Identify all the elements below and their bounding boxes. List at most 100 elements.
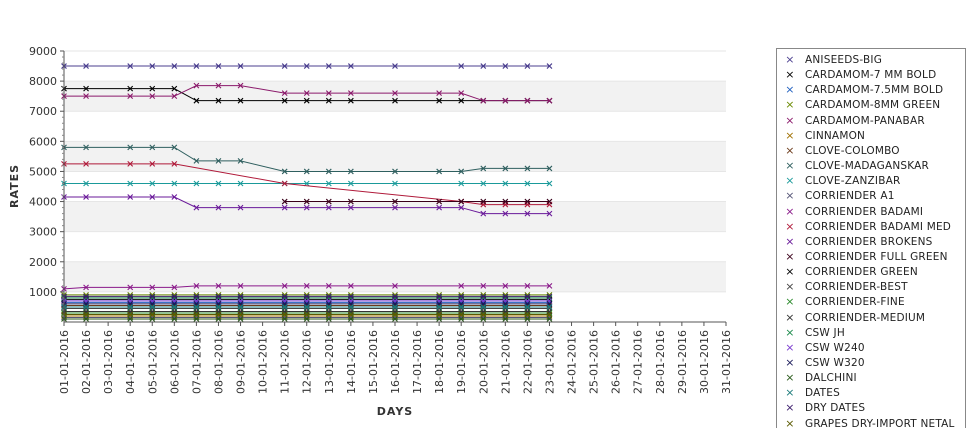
data-point	[546, 210, 553, 217]
data-point	[458, 63, 465, 69]
data-point	[524, 180, 531, 187]
x-tick-label: 07-01-2016	[190, 330, 203, 394]
legend-item: × CSW W240	[783, 341, 865, 356]
data-point	[303, 168, 310, 175]
data-point	[281, 316, 288, 322]
legend-marker-icon: ×	[785, 174, 795, 188]
data-point	[215, 82, 222, 89]
x-tick-label: 16-01-2016	[389, 330, 402, 394]
data-point	[436, 97, 443, 104]
legend-item: × CSW W320	[783, 356, 865, 371]
data-point	[215, 204, 222, 211]
data-point	[193, 304, 200, 310]
data-point	[127, 284, 134, 291]
grid-band	[64, 141, 726, 172]
data-point	[215, 311, 222, 318]
data-point	[347, 304, 354, 310]
data-point	[193, 311, 200, 318]
y-tick-label: 8000	[29, 75, 57, 88]
data-point	[325, 293, 332, 300]
data-point	[325, 63, 332, 69]
series-group	[61, 316, 553, 322]
x-tick-label: 11-01-2016	[279, 330, 292, 394]
data-point	[347, 282, 354, 289]
legend-label: CLOVE-ZANZIBAR	[805, 175, 901, 188]
data-point	[325, 180, 332, 187]
series-group	[61, 194, 553, 217]
data-point	[502, 180, 509, 187]
legend-marker-icon: ×	[785, 310, 795, 324]
x-axis: 01-01-2016 02-01-2016 03-01-2016 04-01-2016…	[58, 321, 733, 394]
data-point	[347, 168, 354, 175]
y-tick-label: 3000	[29, 226, 57, 239]
data-point	[392, 97, 398, 104]
data-point	[281, 198, 288, 205]
data-point	[325, 198, 332, 205]
data-point	[149, 284, 156, 291]
x-tick-label: 21-01-2016	[499, 330, 512, 394]
data-point	[392, 63, 398, 69]
data-point	[502, 316, 509, 322]
data-point	[347, 311, 354, 318]
data-point	[303, 304, 310, 310]
data-point	[83, 316, 89, 322]
legend-item: × CORRIENDER A1	[783, 189, 895, 204]
legend-item: × DATES	[783, 386, 840, 401]
data-point	[127, 316, 134, 322]
data-point	[436, 168, 443, 175]
data-point	[237, 204, 244, 211]
data-point	[458, 316, 465, 322]
data-point	[193, 293, 200, 300]
grid-band	[64, 201, 726, 232]
data-point	[149, 161, 156, 167]
data-point	[215, 97, 222, 104]
legend-item: × CLOVE-MADAGANSKAR	[783, 159, 929, 174]
data-point	[546, 198, 553, 205]
data-point	[193, 204, 200, 211]
data-point	[458, 180, 465, 187]
data-point	[237, 82, 244, 89]
data-point	[392, 90, 398, 97]
data-point	[193, 282, 200, 289]
data-point	[83, 93, 89, 100]
data-point	[215, 180, 222, 187]
legend-marker-icon: ×	[785, 204, 795, 218]
x-tick-label: 26-01-2016	[610, 330, 623, 394]
data-point	[436, 90, 443, 97]
y-tick-label: 9000	[29, 45, 57, 58]
data-point	[83, 284, 89, 291]
data-point	[546, 282, 553, 289]
legend-marker-icon: ×	[785, 386, 795, 400]
data-point	[546, 180, 553, 187]
data-point	[436, 204, 443, 211]
data-point	[149, 93, 156, 100]
data-point	[524, 165, 531, 172]
series-group	[61, 304, 553, 310]
data-point	[237, 158, 244, 164]
legend-label: CSW JH	[805, 326, 845, 339]
x-axis-title: DAYS	[377, 405, 413, 418]
data-point	[193, 158, 200, 164]
x-tick-label: 27-01-2016	[632, 330, 645, 394]
data-point	[502, 198, 509, 205]
data-point	[237, 304, 244, 310]
data-point	[281, 63, 288, 69]
data-point	[127, 194, 134, 200]
legend-label: CORRIENDER-MEDIUM	[805, 311, 926, 324]
series-group	[61, 180, 553, 187]
data-point	[83, 180, 89, 187]
x-tick-label: 05-01-2016	[146, 330, 159, 394]
data-point	[392, 180, 398, 187]
series-lines	[61, 63, 553, 322]
chart-legend: × ANISEEDS-BIG × CARDAMOM-7 MM BOLD × CARDAMO…	[776, 48, 966, 428]
data-point	[171, 161, 178, 167]
data-point	[149, 316, 156, 322]
legend-label: CORRIENDER BROKENS	[805, 235, 933, 248]
data-point	[149, 63, 156, 69]
data-point	[215, 293, 222, 300]
data-point	[171, 63, 178, 69]
y-tick-label: 7000	[29, 105, 57, 118]
legend-item: × CORRIENDER-BEST	[783, 280, 908, 295]
data-point	[83, 144, 89, 151]
data-point	[237, 316, 244, 322]
